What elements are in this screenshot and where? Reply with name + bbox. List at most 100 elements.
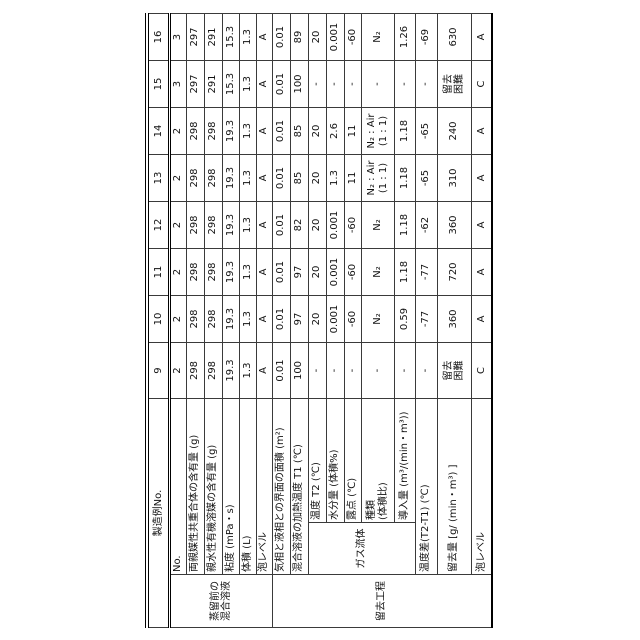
cell: 2 [169, 295, 186, 343]
cell: -62 [415, 201, 437, 249]
cell: N₂ : Air (1 : 1) [361, 154, 394, 202]
col-header-15: 15 [147, 60, 169, 108]
cell: 1.3 [239, 248, 256, 296]
cell: - [308, 60, 326, 108]
cell: 0.01 [272, 295, 290, 343]
cell: 0.01 [272, 13, 290, 61]
cell: 留去 困難 [437, 60, 471, 108]
cell: -65 [415, 107, 437, 155]
row-label: 体積 (L) [239, 398, 256, 575]
row-interface-area: 留去工程 気相と液相との界面の面積 (m²) 0.01 0.01 0.01 0.… [272, 13, 492, 628]
cell: 1.3 [239, 201, 256, 249]
cell: 100 [290, 342, 308, 399]
cell: 19.3 [222, 248, 239, 296]
row-label: No. [169, 398, 186, 575]
cell: 298 [186, 154, 204, 202]
cell: 298 [186, 295, 204, 343]
production-examples-table: 製造例No. 9 10 11 12 13 14 15 16 蒸留前の 混合溶液 … [145, 13, 493, 628]
group-before-distillation: 蒸留前の 混合溶液 [169, 574, 272, 628]
cell: A [256, 60, 272, 108]
cell: 1.3 [239, 295, 256, 343]
cell: 20 [308, 107, 326, 155]
cell: N₂ : Air (1 : 1) [361, 107, 394, 155]
cell: - [308, 342, 326, 399]
cell: A [471, 201, 492, 249]
row-label: 温度差(T2-T1) (℃) [415, 398, 437, 575]
cell: - [394, 60, 415, 108]
cell: 89 [290, 13, 308, 61]
cell: 0.01 [272, 342, 290, 399]
cell: -65 [415, 154, 437, 202]
row-label: 泡レベル [471, 398, 492, 575]
cell: A [256, 154, 272, 202]
cell: 0.01 [272, 154, 290, 202]
col-header-12: 12 [147, 201, 169, 249]
cell: 85 [290, 154, 308, 202]
cell: 20 [308, 248, 326, 296]
cell: 20 [308, 295, 326, 343]
header-row: 製造例No. 9 10 11 12 13 14 15 16 [147, 13, 169, 628]
cell: 11 [344, 107, 361, 155]
cell: 1.3 [239, 60, 256, 108]
row-label: 両親媒性共重合体の含有量 (g) [186, 398, 204, 575]
cell: 291 [204, 60, 222, 108]
col-header-11: 11 [147, 248, 169, 296]
cell: A [256, 342, 272, 399]
cell: -60 [344, 295, 361, 343]
row-label: 親水性有機溶媒の含有量 (g) [204, 398, 222, 575]
row-copolymer-no: 蒸留前の 混合溶液 No. 2 2 2 2 2 2 3 3 [169, 13, 272, 628]
cell: 11 [344, 154, 361, 202]
cell: 2 [169, 248, 186, 296]
cell: N₂ [361, 248, 394, 296]
cell: N₂ [361, 201, 394, 249]
cell: - [361, 60, 394, 108]
cell: 20 [308, 201, 326, 249]
cell: -60 [344, 248, 361, 296]
cell: 20 [308, 13, 326, 61]
cell: 298 [186, 248, 204, 296]
cell: 留去 困難 [437, 342, 471, 399]
cell: 2 [169, 107, 186, 155]
row-label: 気相と液相との界面の面積 (m²) [272, 398, 290, 575]
cell: 298 [204, 107, 222, 155]
cell: - [344, 342, 361, 399]
cell: A [471, 248, 492, 296]
cell: 0.01 [272, 60, 290, 108]
cell: - [361, 342, 394, 399]
cell: 298 [204, 295, 222, 343]
row-temp-diff: 温度差(T2-T1) (℃) - -77 -77 -62 -65 -65 - -… [415, 13, 437, 628]
cell: 3 [169, 13, 186, 61]
cell: 0.01 [272, 248, 290, 296]
row-label: 粘度 (mPa・s) [222, 398, 239, 575]
cell: A [471, 107, 492, 155]
cell: 298 [204, 201, 222, 249]
cell: - [344, 60, 361, 108]
row-label: 泡レベル [256, 398, 272, 575]
cell: A [256, 13, 272, 61]
cell: 85 [290, 107, 308, 155]
cell: 20 [308, 154, 326, 202]
cell: - [326, 60, 344, 108]
cell: A [256, 201, 272, 249]
cell: 0.001 [326, 248, 344, 296]
cell: 2 [169, 201, 186, 249]
col-header-16: 16 [147, 13, 169, 61]
cell: - [326, 342, 344, 399]
cell: - [415, 342, 437, 399]
cell: C [471, 342, 492, 399]
cell: A [471, 295, 492, 343]
row-label: 水分量 (体積%) [326, 398, 344, 523]
cell: -77 [415, 295, 437, 343]
cell: 1.3 [239, 154, 256, 202]
cell: N₂ [361, 295, 394, 343]
cell: A [256, 107, 272, 155]
cell: A [471, 154, 492, 202]
cell: 2 [169, 342, 186, 399]
cell: 19.3 [222, 295, 239, 343]
cell: 630 [437, 13, 471, 61]
cell: 100 [290, 60, 308, 108]
cell: 298 [186, 342, 204, 399]
cell: 720 [437, 248, 471, 296]
corner-header: 製造例No. [147, 398, 169, 628]
